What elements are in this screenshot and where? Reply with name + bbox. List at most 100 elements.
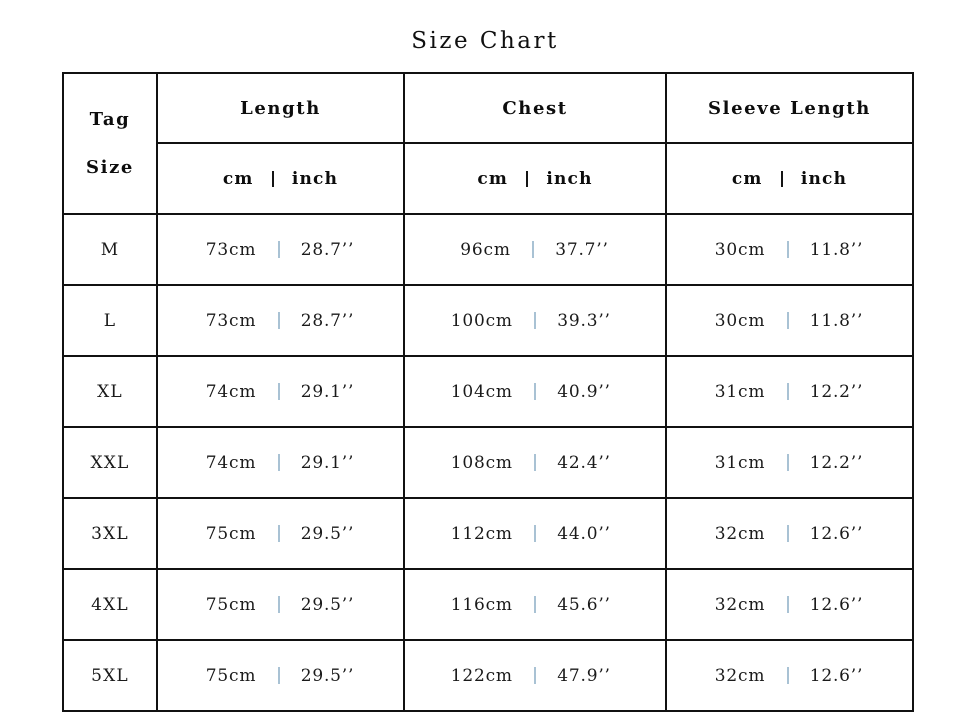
- measure-pair: 30cm 11.8’’: [707, 240, 871, 260]
- value-inch: 45.6’’: [557, 594, 611, 615]
- unit-separator-icon: [526, 170, 529, 187]
- value-inch: 28.7’’: [300, 310, 355, 331]
- unit-pair: cm inch: [732, 169, 847, 189]
- unit-separator-icon: [786, 382, 789, 400]
- unit-separator-icon: [534, 382, 537, 400]
- value-inch: 29.5’’: [300, 523, 355, 544]
- value-inch: 12.2’’: [809, 452, 864, 473]
- value-cm: 73cm: [205, 310, 257, 331]
- cell-sleeve-length: 32cm 12.6’’: [665, 497, 914, 570]
- table-row: 3XL 75cm 29.5’’ 112cm 44.0’’: [62, 497, 914, 570]
- cell-tag-size: M: [62, 213, 158, 286]
- cell-tag-size: 4XL: [62, 568, 158, 641]
- cell-sleeve-length: 30cm 11.8’’: [665, 213, 914, 286]
- value-inch: 12.2’’: [809, 381, 864, 402]
- size-chart-table: Tag Size Length Chest Sleeve Length cm i…: [62, 72, 914, 712]
- table-row: XL 74cm 29.1’’ 104cm 40.9’’: [62, 355, 914, 428]
- unit-separator-icon: [277, 595, 280, 613]
- value-inch: 47.9’’: [557, 665, 611, 686]
- cell-sleeve-length: 32cm 12.6’’: [665, 639, 914, 712]
- unit-separator-icon: [786, 311, 789, 329]
- measure-pair: 122cm 47.9’’: [451, 666, 620, 686]
- cell-sleeve-length: 31cm 12.2’’: [665, 426, 914, 499]
- table-row: 4XL 75cm 29.5’’ 116cm 45.6’’: [62, 568, 914, 641]
- value-inch: 11.8’’: [809, 239, 864, 260]
- table-row: L 73cm 28.7’’ 100cm 39.3’’: [62, 284, 914, 357]
- value-cm: 30cm: [714, 310, 766, 331]
- cell-length: 73cm 28.7’’: [156, 213, 405, 286]
- measure-pair: 74cm 29.1’’: [198, 382, 362, 402]
- cell-chest: 112cm 44.0’’: [403, 497, 667, 570]
- measure-pair: 75cm 29.5’’: [198, 595, 362, 615]
- value-inch: 12.6’’: [809, 594, 864, 615]
- value-inch: 29.1’’: [300, 452, 355, 473]
- measure-pair: 74cm 29.1’’: [198, 453, 362, 473]
- cell-tag-size: XXL: [62, 426, 158, 499]
- value-cm: 31cm: [714, 381, 766, 402]
- value-cm: 108cm: [450, 452, 513, 473]
- measure-pair: 73cm 28.7’’: [198, 240, 362, 260]
- unit-separator-icon: [277, 524, 280, 542]
- cell-sleeve-length: 32cm 12.6’’: [665, 568, 914, 641]
- measure-pair: 96cm 37.7’’: [453, 240, 617, 260]
- table-header: Tag Size Length Chest Sleeve Length cm i…: [62, 72, 914, 215]
- value-cm: 73cm: [205, 239, 257, 260]
- header-tag-size: Tag Size: [62, 72, 158, 215]
- header-units-sleeve: cm inch: [665, 142, 914, 215]
- unit-inch-label: inch: [546, 168, 593, 189]
- unit-separator-icon: [534, 666, 537, 684]
- cell-chest: 122cm 47.9’’: [403, 639, 667, 712]
- page-title: Size Chart: [411, 28, 559, 54]
- value-cm: 100cm: [450, 310, 513, 331]
- header-group-sleeve-length: Sleeve Length: [665, 72, 914, 144]
- value-inch: 40.9’’: [557, 381, 611, 402]
- measure-pair: 32cm 12.6’’: [707, 666, 871, 686]
- header-row-groups: Tag Size Length Chest Sleeve Length: [62, 72, 914, 215]
- cell-length: 74cm 29.1’’: [156, 355, 405, 428]
- value-inch: 39.3’’: [557, 310, 611, 331]
- value-cm: 74cm: [205, 452, 257, 473]
- unit-separator-icon: [277, 666, 280, 684]
- unit-separator-icon: [534, 595, 537, 613]
- cell-sleeve-length: 31cm 12.2’’: [665, 355, 914, 428]
- unit-pair: cm inch: [477, 169, 592, 189]
- unit-separator-icon: [532, 240, 534, 258]
- value-cm: 32cm: [714, 523, 766, 544]
- unit-separator-icon: [786, 240, 789, 258]
- value-cm: 32cm: [714, 594, 766, 615]
- value-inch: 29.1’’: [300, 381, 355, 402]
- measure-pair: 116cm 45.6’’: [451, 595, 620, 615]
- cell-chest: 96cm 37.7’’: [403, 213, 667, 286]
- unit-inch-label: inch: [291, 168, 339, 189]
- measure-pair: 75cm 29.5’’: [198, 524, 362, 544]
- value-inch: 37.7’’: [555, 239, 609, 260]
- value-cm: 96cm: [460, 239, 511, 260]
- value-cm: 31cm: [714, 452, 766, 473]
- value-inch: 29.5’’: [300, 665, 355, 686]
- unit-separator-icon: [277, 382, 280, 400]
- unit-separator-icon: [534, 453, 537, 471]
- header-units-length: cm inch: [156, 142, 405, 215]
- unit-separator-icon: [780, 170, 783, 187]
- unit-pair: cm inch: [223, 169, 338, 189]
- measure-pair: 104cm 40.9’’: [451, 382, 620, 402]
- cell-chest: 116cm 45.6’’: [403, 568, 667, 641]
- unit-separator-icon: [786, 666, 789, 684]
- header-row-units: cm inch cm inch cm: [63, 142, 914, 215]
- cell-tag-size: 5XL: [62, 639, 158, 712]
- unit-separator-icon: [786, 595, 789, 613]
- table-row: 5XL 75cm 29.5’’ 122cm 47.9’’: [62, 639, 914, 712]
- value-cm: 104cm: [450, 381, 513, 402]
- measure-pair: 100cm 39.3’’: [451, 311, 620, 331]
- header-units-chest: cm inch: [403, 142, 667, 215]
- header-tag-line2: Size: [86, 156, 134, 178]
- header-group-chest: Chest: [403, 72, 667, 144]
- unit-separator-icon: [277, 311, 280, 329]
- unit-separator-icon: [277, 240, 280, 258]
- table-body: M 73cm 28.7’’ 96cm 37.7’’: [62, 213, 914, 712]
- cell-tag-size: L: [62, 284, 158, 357]
- measure-pair: 73cm 28.7’’: [198, 311, 362, 331]
- value-inch: 28.7’’: [300, 239, 355, 260]
- header-group-length: Length: [156, 72, 405, 144]
